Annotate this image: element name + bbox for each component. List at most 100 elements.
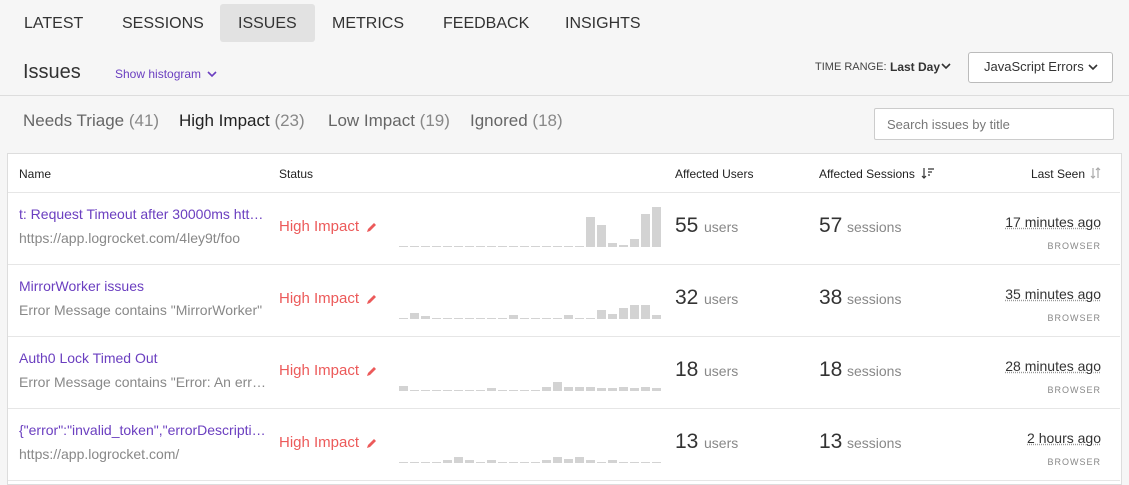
histogram-bar	[553, 382, 562, 391]
edit-icon[interactable]	[365, 365, 378, 378]
histogram-bar	[531, 462, 540, 463]
issue-title[interactable]: MirrorWorker issues	[19, 278, 271, 294]
users-unit: users	[704, 363, 738, 379]
histogram-bar	[520, 318, 529, 319]
search-placeholder[interactable]: Search issues by title	[887, 117, 1010, 132]
histogram-bar	[498, 462, 507, 463]
histogram-bar	[465, 460, 474, 463]
histogram-bar	[443, 460, 452, 463]
issue-title[interactable]: Auth0 Lock Timed Out	[19, 350, 271, 366]
sort-icon[interactable]	[1090, 167, 1102, 179]
filter-label[interactable]: Low Impact	[328, 111, 415, 130]
histogram-bar	[586, 217, 595, 247]
filter-count[interactable]: (23)	[274, 111, 304, 130]
histogram-bar	[531, 318, 540, 319]
filter-count[interactable]: (41)	[129, 111, 159, 130]
histogram-bar	[399, 462, 408, 463]
histogram-bar	[476, 318, 485, 319]
histogram-bar	[476, 246, 485, 247]
histogram-bar	[597, 462, 606, 463]
issue-title[interactable]: t: Request Timeout after 30000ms https:/…	[19, 206, 271, 222]
histogram-bar	[575, 318, 584, 319]
row-divider	[8, 480, 1120, 481]
time-range-label: TIME RANGE:	[815, 61, 887, 73]
users-unit: users	[704, 435, 738, 451]
filter-count[interactable]: (19)	[420, 111, 450, 130]
histogram-bar	[575, 457, 584, 463]
nav-tab[interactable]: METRICS	[314, 4, 422, 42]
histogram	[399, 417, 665, 465]
chevron-icon	[207, 70, 217, 78]
histogram-bar	[509, 462, 518, 463]
histogram-bar	[476, 462, 485, 463]
row-divider	[8, 336, 1120, 337]
histogram-bar	[443, 246, 452, 247]
sessions-unit: sessions	[847, 291, 901, 307]
nav-tab[interactable]: SESSIONS	[104, 4, 222, 42]
nav-tab[interactable]: FEEDBACK	[425, 4, 547, 42]
histogram-bar	[652, 462, 661, 463]
affected-users: 55	[675, 214, 698, 238]
histogram-bar	[465, 246, 474, 247]
filter-label[interactable]: Needs Triage	[23, 111, 124, 130]
edit-icon[interactable]	[365, 437, 378, 450]
histogram-bar	[410, 313, 419, 319]
histogram-toggle[interactable]: Show histogram	[115, 67, 201, 81]
issue-status[interactable]: High Impact	[279, 218, 359, 235]
issue-source: BROWSER	[1047, 385, 1101, 395]
edit-icon[interactable]	[365, 293, 378, 306]
histogram-bar	[465, 318, 474, 319]
issue-title[interactable]: {"error":"invalid_token","errorDescripti…	[19, 422, 271, 438]
filter-label[interactable]: High Impact	[179, 111, 270, 130]
filter-count[interactable]: (18)	[532, 111, 562, 130]
histogram-bar	[542, 318, 551, 319]
histogram-bar	[553, 318, 562, 319]
affected-users: 18	[675, 358, 698, 382]
sessions-unit: sessions	[847, 435, 901, 451]
row-divider	[8, 264, 1120, 265]
histogram-bar	[586, 387, 595, 391]
histogram-bar	[652, 388, 661, 391]
filter-label[interactable]: Ignored	[470, 111, 528, 130]
page-title: Issues	[23, 61, 81, 84]
issue-subtitle: https://app.logrocket.com/4ley9t/foo	[19, 230, 271, 246]
histogram-bar	[652, 315, 661, 319]
time-range[interactable]: Last Day	[890, 60, 940, 74]
chevron-icon	[941, 62, 951, 70]
histogram-bar	[432, 246, 441, 247]
error-type[interactable]: JavaScript Errors	[984, 59, 1084, 74]
histogram-bar	[498, 390, 507, 391]
histogram-bar	[630, 462, 639, 463]
column-header[interactable]: Affected Sessions	[819, 167, 915, 181]
issue-status[interactable]: High Impact	[279, 290, 359, 307]
affected-users: 13	[675, 430, 698, 454]
histogram-bar	[630, 239, 639, 247]
nav-tab[interactable]: INSIGHTS	[547, 4, 659, 42]
histogram-bar	[498, 318, 507, 319]
histogram-bar	[487, 388, 496, 391]
issue-source: BROWSER	[1047, 241, 1101, 251]
filter-tab[interactable]: Ignored (18)	[470, 111, 563, 131]
histogram-bar	[608, 460, 617, 463]
histogram-bar	[520, 246, 529, 247]
column-header[interactable]: Affected Users	[675, 167, 753, 181]
sort-icon[interactable]	[921, 167, 935, 179]
issue-status[interactable]: High Impact	[279, 362, 359, 379]
edit-icon[interactable]	[365, 221, 378, 234]
histogram-bar	[454, 457, 463, 463]
histogram-bar	[454, 318, 463, 319]
filter-tab[interactable]: High Impact (23)	[179, 111, 305, 131]
histogram-bar	[553, 246, 562, 247]
last-seen: 2 hours ago	[1027, 430, 1101, 446]
nav-tab[interactable]: LATEST	[6, 4, 101, 42]
issue-status[interactable]: High Impact	[279, 434, 359, 451]
column-header: Status	[279, 167, 313, 181]
histogram-bar	[619, 387, 628, 391]
nav-tab[interactable]: ISSUES	[220, 4, 315, 42]
issue-subtitle: https://app.logrocket.com/	[19, 446, 271, 462]
filter-tab[interactable]: Needs Triage (41)	[23, 111, 159, 131]
column-header[interactable]: Last Seen	[1031, 167, 1085, 181]
filter-tab[interactable]: Low Impact (19)	[328, 111, 450, 131]
histogram-bar	[487, 318, 496, 319]
